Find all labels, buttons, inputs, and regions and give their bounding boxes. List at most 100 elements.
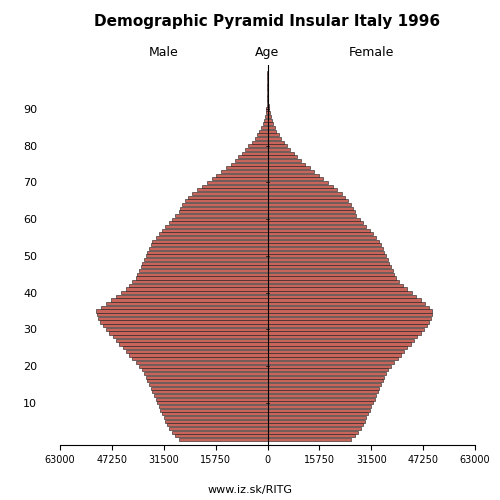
Bar	[268, 155, 298, 158]
Bar	[168, 222, 268, 224]
Bar	[111, 298, 268, 302]
Bar	[268, 394, 376, 397]
Bar	[268, 254, 386, 258]
Bar	[98, 317, 268, 320]
Bar	[262, 122, 268, 126]
Bar	[150, 386, 268, 390]
Bar	[192, 192, 268, 195]
Bar	[162, 412, 268, 416]
Bar	[261, 126, 268, 129]
Bar	[196, 188, 268, 192]
Bar	[138, 272, 268, 276]
Bar	[100, 320, 268, 324]
Bar	[159, 232, 268, 235]
Bar	[260, 130, 268, 132]
Bar	[268, 218, 360, 221]
Bar	[103, 324, 268, 327]
Bar	[268, 412, 368, 416]
Bar	[268, 222, 363, 224]
Bar	[149, 247, 268, 250]
Bar	[162, 228, 268, 232]
Bar	[264, 118, 268, 122]
Bar	[268, 200, 348, 202]
Bar	[157, 401, 268, 404]
Bar	[166, 420, 268, 422]
Bar	[258, 133, 268, 136]
Bar	[267, 100, 268, 103]
Bar	[268, 137, 281, 140]
Bar	[268, 390, 378, 394]
Bar	[142, 262, 268, 265]
Bar	[116, 294, 268, 298]
Bar	[268, 276, 396, 280]
Bar	[268, 236, 376, 239]
Bar	[268, 339, 414, 342]
Bar	[144, 372, 268, 375]
Bar	[268, 383, 381, 386]
Bar	[140, 266, 268, 268]
Bar	[106, 302, 268, 305]
Bar	[136, 361, 268, 364]
Bar	[168, 427, 268, 430]
Bar	[121, 291, 268, 294]
Bar	[172, 430, 268, 434]
Bar	[268, 130, 276, 132]
Bar	[112, 335, 268, 338]
Bar	[268, 420, 364, 422]
Bar	[180, 206, 268, 210]
Bar	[178, 210, 268, 214]
Bar	[185, 200, 268, 202]
Bar	[268, 342, 411, 345]
Bar	[176, 214, 268, 217]
Bar	[268, 313, 432, 316]
Bar	[144, 258, 268, 261]
Bar	[268, 159, 301, 162]
Bar	[164, 416, 268, 419]
Bar	[268, 364, 391, 368]
Bar	[268, 291, 412, 294]
Bar	[139, 269, 268, 272]
Bar	[268, 258, 388, 261]
Bar	[238, 155, 268, 158]
Bar	[268, 214, 356, 217]
Text: www.iz.sk/RITG: www.iz.sk/RITG	[208, 485, 292, 495]
Bar	[268, 203, 351, 206]
Bar	[268, 196, 345, 198]
Bar	[146, 254, 268, 258]
Bar	[150, 244, 268, 246]
Bar	[136, 276, 268, 280]
Bar	[268, 188, 336, 192]
Bar	[268, 262, 390, 265]
Bar	[268, 140, 283, 143]
Bar	[202, 184, 268, 188]
Bar	[268, 181, 328, 184]
Bar	[268, 115, 270, 118]
Bar	[268, 166, 310, 170]
Bar	[245, 148, 268, 151]
Bar	[268, 247, 383, 250]
Bar	[126, 350, 268, 353]
Bar	[268, 266, 391, 268]
Bar	[268, 148, 290, 151]
Bar	[148, 379, 268, 382]
Bar	[268, 398, 374, 400]
Text: Female: Female	[348, 46, 394, 60]
Bar	[132, 280, 268, 283]
Bar	[268, 379, 383, 382]
Bar	[266, 111, 268, 114]
Bar	[182, 203, 268, 206]
Bar	[122, 346, 268, 350]
Bar	[268, 430, 358, 434]
Bar	[96, 310, 268, 312]
Bar	[166, 225, 268, 228]
Bar	[154, 394, 268, 397]
Bar	[226, 166, 268, 170]
Bar	[106, 328, 268, 331]
Bar	[268, 178, 324, 180]
Bar	[268, 332, 420, 334]
Bar	[268, 288, 408, 290]
Bar	[268, 324, 427, 327]
Bar	[268, 401, 373, 404]
Bar	[268, 162, 305, 166]
Bar	[156, 398, 268, 400]
